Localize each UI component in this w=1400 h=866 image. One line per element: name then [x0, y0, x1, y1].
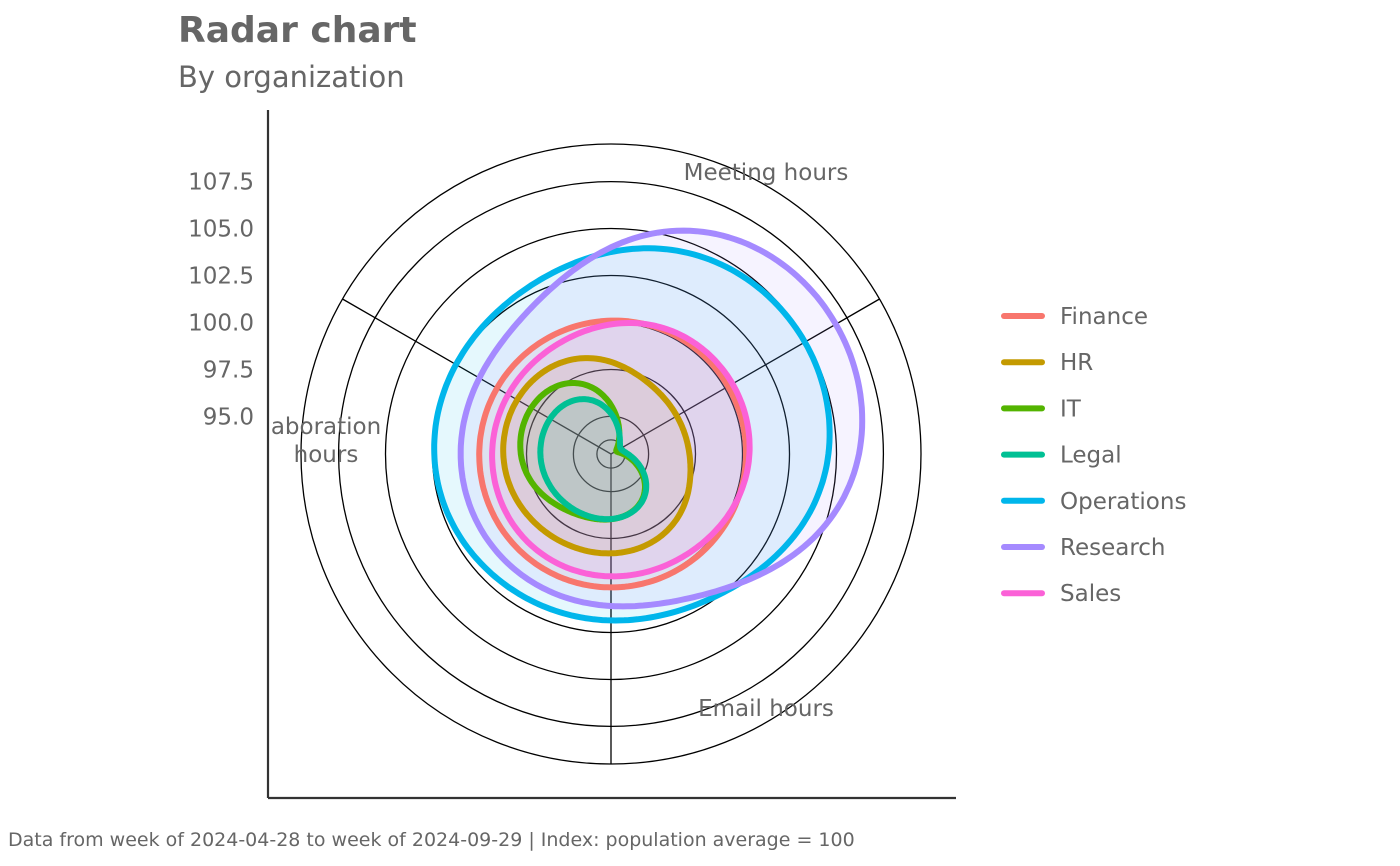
series-fill-finance	[479, 320, 746, 588]
series-line-legal	[537, 396, 650, 523]
series-line-operations	[431, 245, 833, 624]
legend-label-operations: Operations	[1060, 489, 1186, 515]
legend: Finance HR IT Legal Operations Research Sales	[1001, 304, 1186, 607]
series-line-hr	[500, 355, 694, 557]
y-tick-label-4: 105.0	[188, 217, 254, 243]
legend-label-finance: Finance	[1060, 304, 1148, 330]
legend-label-research: Research	[1060, 535, 1166, 561]
axis-label-2-line-0: aboration	[271, 414, 381, 440]
axis-label-0: Meeting hours	[684, 160, 849, 186]
axis-label-2: aboration hours	[271, 414, 381, 468]
series-fill-operations	[434, 248, 830, 621]
axis-label-0-line-0: Meeting hours	[684, 160, 849, 186]
series-lines	[431, 227, 866, 624]
y-tick-label-2: 100.0	[188, 311, 254, 337]
y-tick-label-0: 95.0	[203, 404, 254, 430]
series-line-finance	[476, 317, 749, 591]
legend-label-legal: Legal	[1060, 443, 1122, 469]
chart-caption: Data from week of 2024-04-28 to week of …	[8, 829, 855, 851]
series-fill-legal	[540, 399, 647, 520]
series-fill-research	[460, 230, 863, 607]
y-axis-ticks: 95.0 97.5 100.0 102.5 105.0 107.5	[188, 170, 254, 431]
chart-subtitle: By organization	[178, 60, 405, 94]
series-line-sales	[489, 320, 753, 580]
axis-labels: Meeting hours Email hours aboration hours	[271, 160, 849, 722]
axis-label-1: Email hours	[698, 696, 834, 722]
y-tick-label-1: 97.5	[203, 358, 254, 384]
legend-label-it: IT	[1060, 396, 1082, 422]
y-tick-label-5: 107.5	[188, 170, 254, 196]
legend-label-sales: Sales	[1060, 581, 1121, 607]
axis-label-1-line-0: Email hours	[698, 696, 834, 722]
y-tick-label-3: 102.5	[188, 264, 254, 290]
legend-label-hr: HR	[1060, 350, 1093, 376]
axis-spoke-1	[342, 298, 612, 455]
axis-label-2-line-1: hours	[294, 442, 359, 468]
series-line-research	[457, 227, 866, 610]
chart-title: Radar chart	[178, 10, 417, 51]
